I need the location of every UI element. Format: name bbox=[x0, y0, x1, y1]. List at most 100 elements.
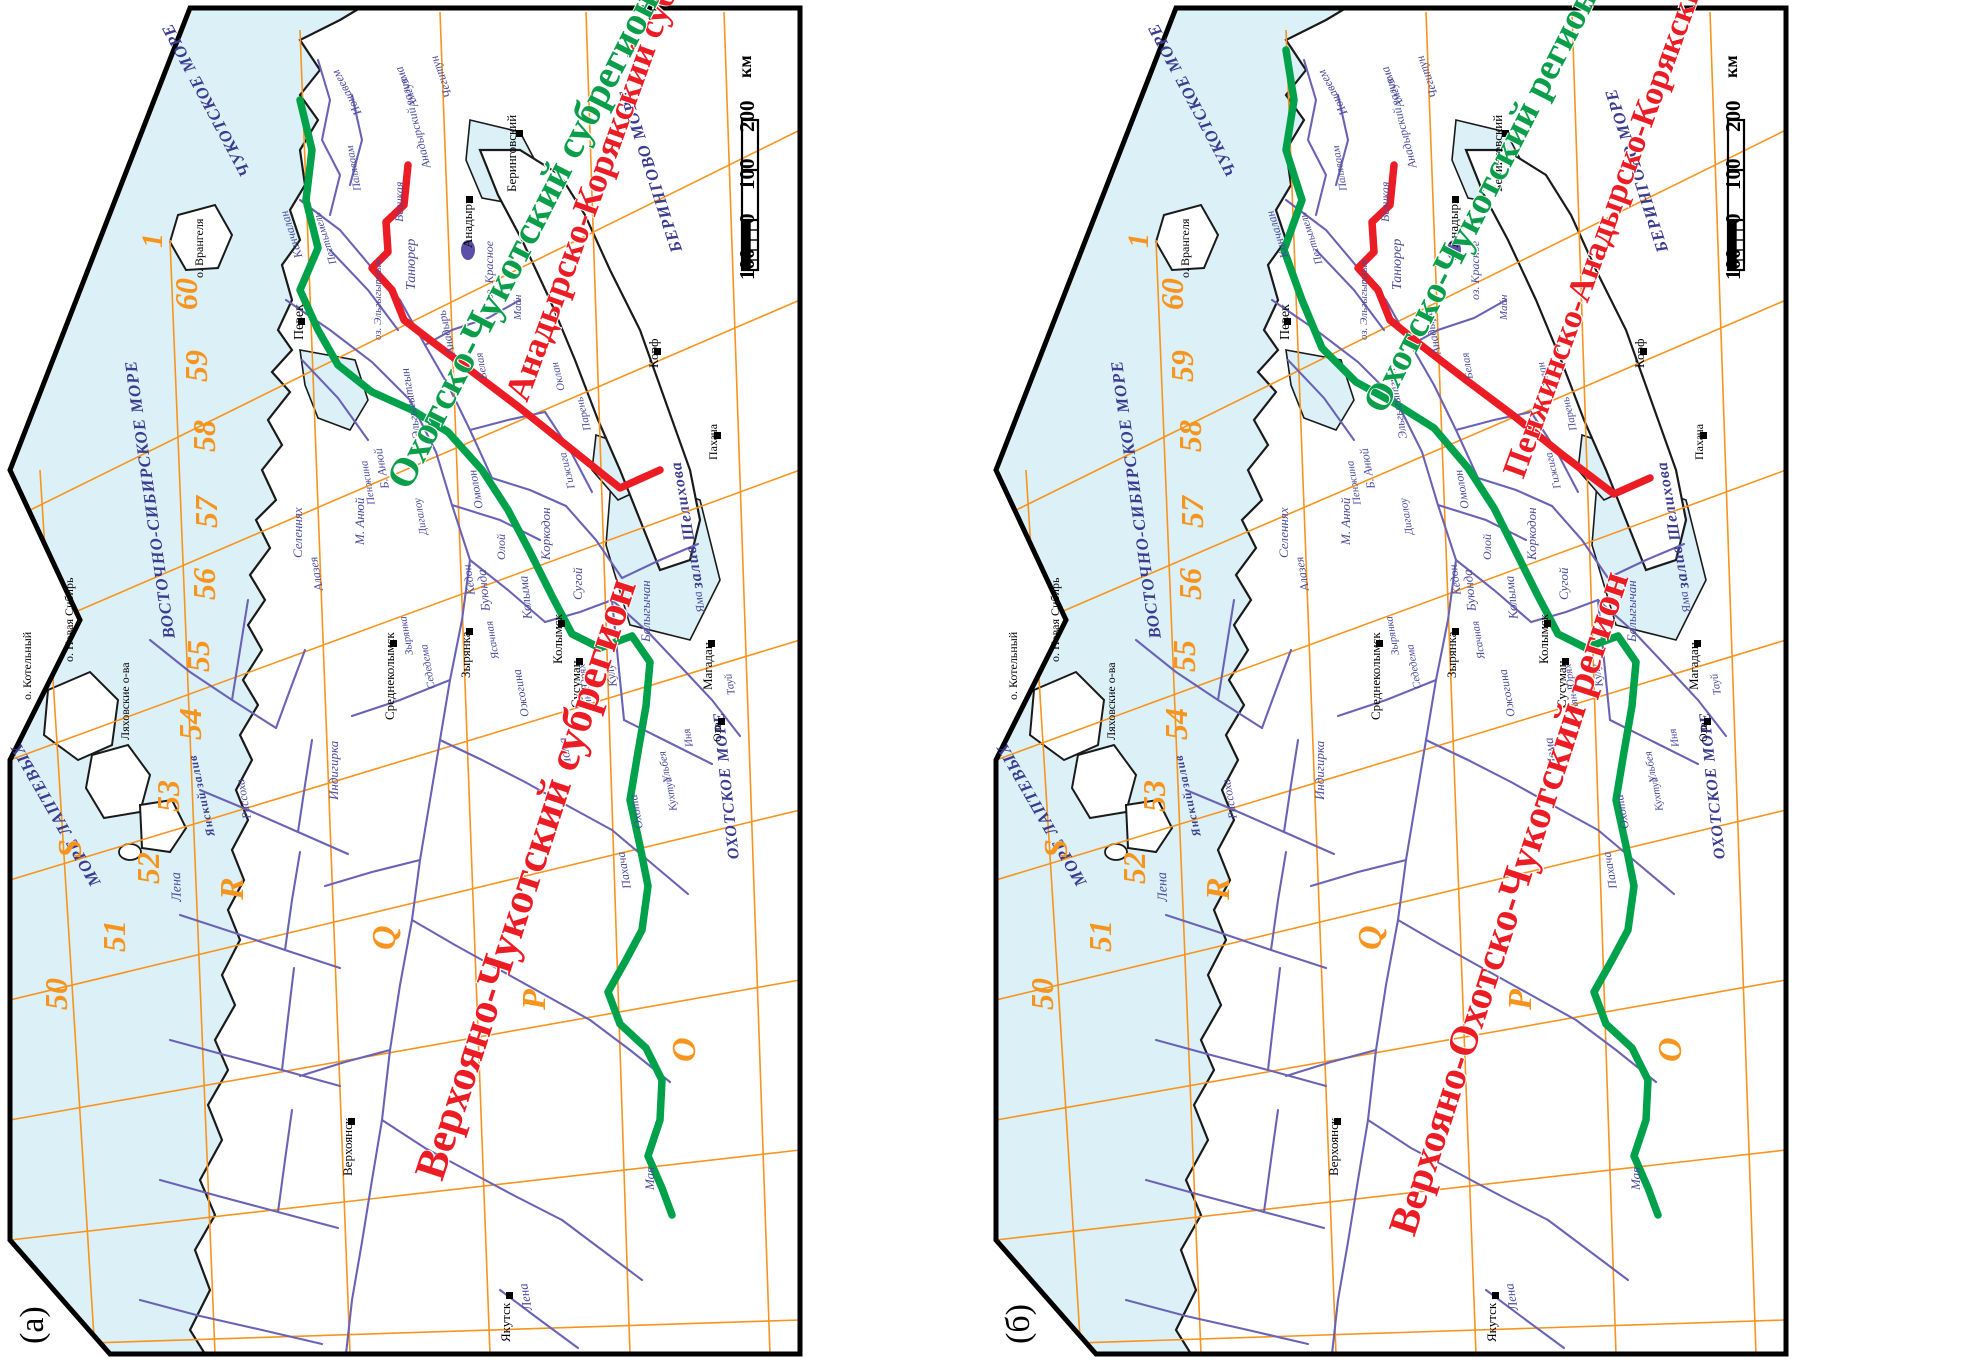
grid-letter-O: O bbox=[666, 1037, 703, 1062]
city-marker-ola bbox=[718, 718, 725, 725]
city-label-ola: Ола bbox=[1696, 722, 1710, 742]
scale-unit: км bbox=[735, 55, 755, 78]
city-label-pahacha: Пахача bbox=[1692, 423, 1706, 460]
grid-letter-R: R bbox=[1200, 877, 1237, 900]
river-label-lena: Лена bbox=[1154, 871, 1171, 902]
grid-number-1: 1 bbox=[1122, 233, 1155, 248]
river-label-sugoy: Коркодон bbox=[538, 507, 553, 560]
grid-number-1: 1 bbox=[136, 233, 169, 248]
river-network bbox=[138, 58, 742, 1354]
grid-number-55: 55 bbox=[1166, 640, 1202, 672]
city-label-yakutsk: Якутск bbox=[498, 1302, 513, 1342]
grid-number-60: 60 bbox=[1154, 278, 1190, 310]
city-label-magadan: Магадан bbox=[1686, 642, 1701, 690]
island-label-wrangel: о. Врангеля bbox=[1178, 218, 1192, 278]
river-label-kanchalan: Великая bbox=[392, 181, 406, 222]
grid-number-52: 52 bbox=[130, 852, 166, 884]
city-marker-kolymsk bbox=[1544, 620, 1551, 627]
lake-label-elgygytgyn: оз. Эльгыгытгын bbox=[372, 259, 384, 340]
grid-number-50: 50 bbox=[38, 978, 74, 1010]
scale-label-2: 100 bbox=[1721, 158, 1745, 191]
bay-chaun bbox=[299, 349, 369, 431]
city-label-yakutsk: Якутск bbox=[1484, 1302, 1499, 1342]
grid-number-53: 53 bbox=[1136, 780, 1172, 812]
panel-tag-a: (а) bbox=[14, 1306, 51, 1344]
grid-letter-R: R bbox=[214, 877, 251, 900]
grid-number-55: 55 bbox=[180, 640, 216, 672]
graticule-meridians bbox=[10, 129, 800, 1346]
city-label-pahacha: Пахача bbox=[706, 423, 720, 460]
grid-number-50: 50 bbox=[1024, 978, 1060, 1010]
koryak-peninsula bbox=[478, 148, 702, 572]
city-label-kolymsk: Колымск bbox=[550, 614, 565, 664]
island-label-lyakhovskie: Ляховские о-ва bbox=[1104, 662, 1118, 740]
city-marker-verhoyansk bbox=[1334, 1118, 1341, 1125]
city-marker-verhoyansk bbox=[348, 1118, 355, 1125]
grid-number-57: 57 bbox=[188, 496, 224, 528]
river-label-selennyah: Индигирка bbox=[326, 740, 341, 800]
city-label-ola: Ола bbox=[710, 722, 724, 742]
city-label-anadyr: Анадырь bbox=[460, 198, 475, 248]
grid-letter-O: O bbox=[1652, 1037, 1689, 1062]
city-marker-srednekolymsk bbox=[1376, 640, 1383, 647]
island-kotelny bbox=[42, 670, 120, 762]
city-marker-zyryanka bbox=[1452, 628, 1459, 635]
river-label-kedon: Олой bbox=[1480, 533, 1494, 560]
river-label-tanyurer: Танюрер bbox=[404, 238, 419, 290]
city-marker-korf bbox=[1640, 348, 1647, 355]
city-marker-beringovskiy bbox=[1502, 130, 1509, 137]
city-marker-ola bbox=[1704, 718, 1711, 725]
grid-number-54: 54 bbox=[172, 708, 208, 740]
scale-bar bbox=[740, 118, 760, 272]
river-label-alazeya: Селеннях bbox=[290, 507, 305, 558]
city-label-srednekolymsk: Среднеколымск bbox=[382, 632, 397, 720]
grid-number-51: 51 bbox=[96, 920, 132, 952]
bay-chaun bbox=[1285, 349, 1355, 431]
city-label-zyryanka: Зырянка bbox=[458, 631, 473, 678]
landmass bbox=[1174, 8, 1786, 1354]
grid-letter-Q: Q bbox=[366, 925, 403, 950]
green-boundary-line bbox=[296, 96, 676, 1219]
city-marker-yakutsk bbox=[1492, 1292, 1499, 1299]
koryak-peninsula bbox=[1464, 148, 1688, 572]
grid-number-58: 58 bbox=[186, 420, 222, 452]
river-label-kedon: Олой bbox=[494, 533, 508, 560]
river-label-mayn: Майн bbox=[1498, 294, 1510, 320]
city-marker-pahacha bbox=[714, 432, 721, 439]
grid-letter-S: S bbox=[52, 839, 89, 858]
city-marker-beringovskiy bbox=[516, 130, 523, 137]
scale-unit: км bbox=[1721, 55, 1741, 78]
city-label-verhoyansk: Верхоянск bbox=[1326, 1117, 1341, 1176]
river-label-balygychan: Сугой bbox=[1556, 567, 1571, 600]
city-marker-srednekolymsk bbox=[390, 640, 397, 647]
grid-number-54: 54 bbox=[1158, 708, 1194, 740]
grid-letter-Q: Q bbox=[1352, 925, 1389, 950]
lake-krasnoe-marker bbox=[1447, 240, 1461, 260]
scale-label-1: 0 bbox=[735, 213, 759, 225]
river-label-maya: Мая bbox=[1628, 1166, 1643, 1190]
map-frame-a: 100 0 100 200 км ЧУКОТСКОЕ МОРЕ ВОСТОЧНО… bbox=[0, 0, 985, 1362]
panel-tag-b: (б) bbox=[1000, 1304, 1037, 1344]
island-label-wrangel: о. Врангеля bbox=[192, 218, 206, 278]
city-label-pevek: Певек bbox=[292, 304, 307, 340]
scale-label-0: 100 bbox=[1721, 248, 1745, 281]
grid-letter-P: P bbox=[516, 989, 553, 1010]
city-label-magadan: Магадан bbox=[700, 642, 715, 690]
panel-border bbox=[993, 5, 1789, 1357]
red-boundary-line bbox=[1354, 161, 1654, 498]
island-label-lyakhovskie: Ляховские о-ва bbox=[118, 662, 132, 740]
city-marker-magadan bbox=[708, 640, 715, 647]
city-label-pevek: Певек bbox=[1278, 304, 1293, 340]
grid-number-53: 53 bbox=[150, 780, 186, 812]
red-boundary-line bbox=[368, 161, 664, 492]
grid-number-59: 59 bbox=[1164, 350, 1200, 382]
city-marker-anadyr bbox=[1452, 196, 1459, 203]
city-marker-kolymsk bbox=[558, 620, 565, 627]
river-label-kanchalan: Великая bbox=[1378, 181, 1392, 222]
river-label-selennyah: Индигирка bbox=[1312, 740, 1327, 800]
scale-label-1: 0 bbox=[1721, 213, 1745, 225]
city-marker-korf bbox=[654, 348, 661, 355]
river-label-sugoy: Коркодон bbox=[1524, 507, 1539, 560]
green-boundary-line bbox=[1280, 46, 1662, 1219]
city-label-srednekolymsk: Среднеколымск bbox=[1368, 632, 1383, 720]
